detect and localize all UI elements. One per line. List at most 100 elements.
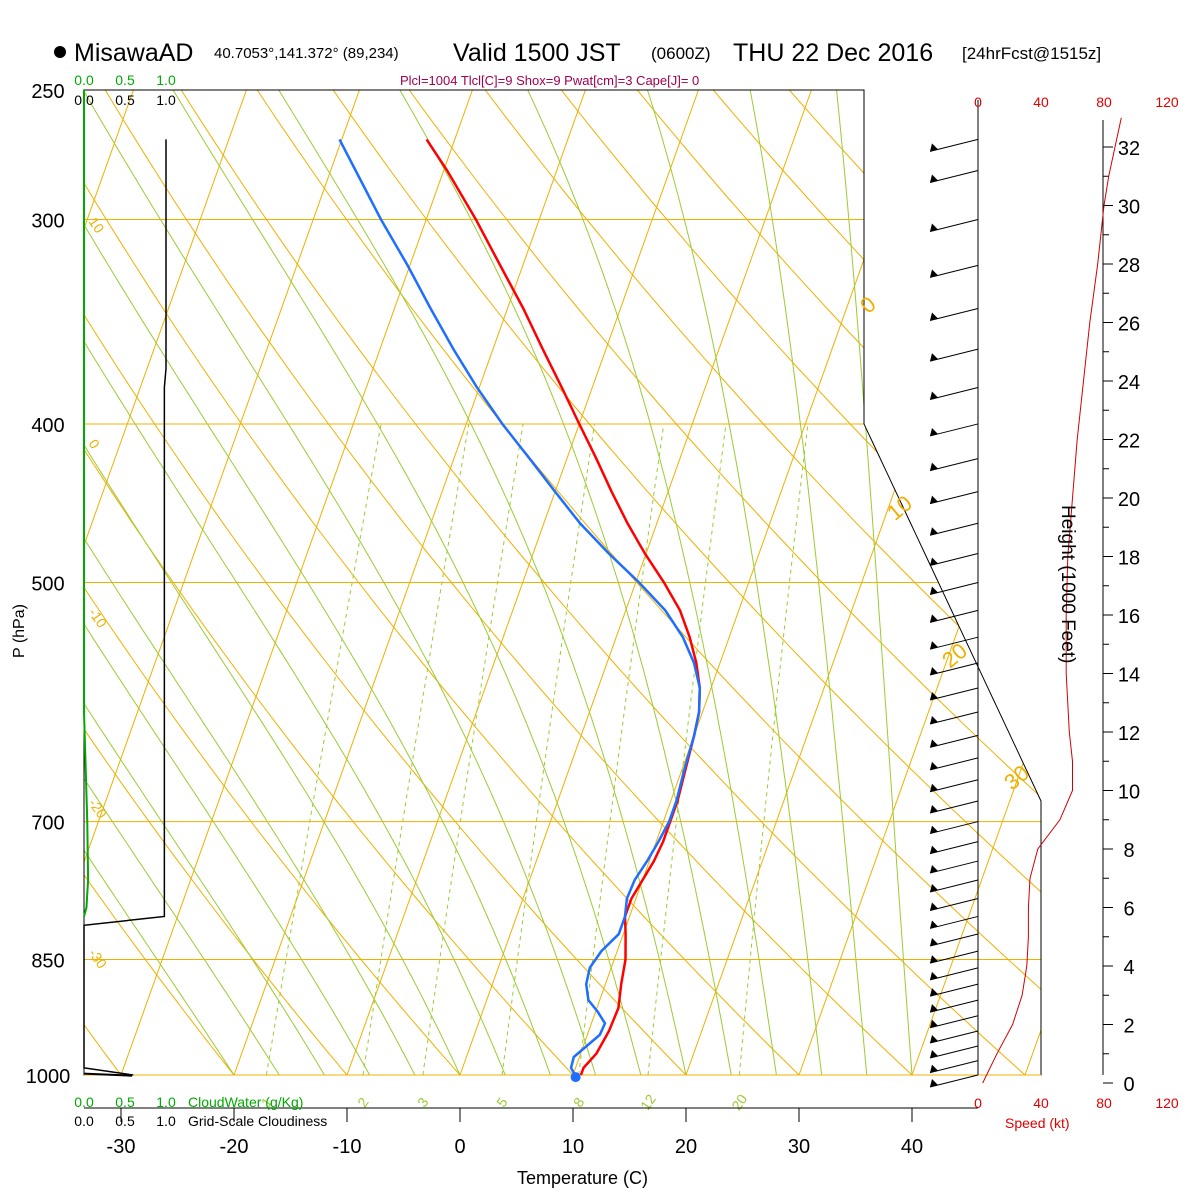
mixing-ratio-label: 20: [728, 1091, 750, 1113]
height-tick-label: 18: [1118, 548, 1140, 570]
moist-adiabat: [836, 90, 913, 1075]
wind-barb: [929, 779, 979, 793]
mixing-ratio-line: [738, 423, 809, 1075]
wind-barb: [929, 522, 979, 536]
pressure-tick-label: 250: [31, 81, 64, 103]
height-tick-label: 24: [1118, 372, 1140, 394]
x-tick-label: 10: [562, 1136, 584, 1158]
wind-barb-flag: [930, 312, 938, 321]
pressure-tick-label: 700: [31, 813, 64, 835]
speed-label: Speed (kt): [1005, 1115, 1070, 1131]
isotherm-label: -30: [86, 946, 111, 972]
moist-adiabat: [172, 90, 642, 1075]
mixing-ratio-line: [265, 423, 382, 1075]
dry-adiabat: [1169, 90, 1200, 1075]
wind-barb: [929, 348, 979, 362]
x-tick-label: 0: [454, 1136, 465, 1158]
moist-adiabat: [84, 90, 280, 1075]
chart-labels: MisawaAD 40.7053°,141.372° (89,234) Vali…: [11, 39, 1101, 1188]
wind-barb-flag: [930, 495, 938, 504]
cloudwater-tick-bottom: 1.0: [156, 1094, 176, 1110]
isotherm-label: 0: [86, 436, 104, 452]
x-tick-label: -30: [107, 1136, 136, 1158]
wind-barb: [929, 734, 979, 748]
wind-barb: [929, 841, 979, 855]
height-tick-label: 4: [1123, 957, 1134, 979]
wind-barb-flag: [930, 353, 938, 362]
y-axis-title: P (hPa): [11, 604, 28, 658]
wind-barb: [929, 860, 979, 874]
isotherm-line: [1024, 90, 1041, 1075]
wind-barb: [929, 423, 979, 437]
pressure-tick-label: 850: [31, 951, 64, 973]
pressure-tick-label: 400: [31, 415, 64, 437]
wind-barb-flag: [930, 804, 938, 813]
wind-barb: [929, 933, 979, 947]
wind-barb-flag: [930, 937, 938, 946]
speed-tick-bottom: 40: [1033, 1095, 1049, 1111]
valid-date: THU 22 Dec 2016: [733, 39, 933, 67]
wind-barb-flag: [930, 1035, 938, 1044]
wind-barb-flag: [930, 1004, 938, 1013]
height-tick-label: 2: [1123, 1016, 1134, 1038]
wind-barb-flag: [930, 641, 938, 650]
isotherm-line: [1138, 90, 1200, 1075]
dry-adiabat: [84, 90, 235, 1075]
wind-barb-flag: [930, 143, 938, 152]
cloudwater-tick-top: 1.0: [156, 72, 176, 88]
cloudiness-profile: [83, 139, 167, 1076]
wind-barb: [929, 967, 979, 981]
wind-barb-flag: [930, 783, 938, 792]
wind-barb: [929, 582, 979, 595]
height-tick-label: 10: [1118, 782, 1140, 804]
wind-barb: [929, 307, 979, 321]
wind-barb-flag: [930, 691, 938, 700]
dry-adiabat: [0, 90, 8, 1075]
wind-barb-flag: [930, 739, 938, 748]
dry-adiabat: [1016, 90, 1041, 1075]
wind-barb-flag: [930, 716, 938, 725]
pressure-tick-label: 1000: [26, 1066, 71, 1088]
wind-barb-flag: [930, 527, 938, 536]
cloudiness-label: Grid-Scale Cloudiness: [188, 1113, 327, 1129]
wind-barb: [929, 879, 979, 893]
cloudiness-surface: [83, 1072, 133, 1077]
dry-adiabat: [84, 90, 461, 1075]
height-tick-label: 30: [1118, 197, 1140, 219]
isotherm-line: [0, 90, 20, 1075]
chart-curves: [83, 90, 702, 1083]
moist-adiabat: [84, 90, 551, 1075]
speed-tick-bottom: 80: [1096, 1095, 1112, 1111]
wind-barb-flag: [930, 462, 938, 471]
mixing-ratio-line: [362, 423, 470, 1075]
speed-tick-top: 40: [1033, 94, 1049, 110]
wind-barb-flag: [930, 825, 938, 834]
wind-barb-flag: [930, 920, 938, 929]
x-tick-label: -20: [220, 1136, 249, 1158]
theta-label: 30: [999, 760, 1034, 795]
wind-barb-flag: [930, 614, 938, 623]
wind-barb: [929, 264, 979, 278]
mixing-ratio-line: [422, 423, 524, 1075]
x-tick-label: 40: [901, 1136, 923, 1158]
cloudwater-tick-top: 0.5: [115, 72, 135, 88]
moist-adiabat: [647, 90, 823, 1075]
wind-barb-flag: [930, 865, 938, 874]
wind-barb-flag: [930, 223, 938, 232]
speed-tick-bottom: 120: [1155, 1095, 1179, 1111]
dry-adiabat: [256, 90, 1041, 1075]
cloudiness-tick-bottom: 1.0: [156, 1113, 176, 1129]
isotherm-line: [84, 90, 247, 1075]
cloudiness-tick-top: 0.5: [115, 92, 135, 108]
wind-barb-flag: [930, 1064, 938, 1073]
wind-barb-flag: [930, 971, 938, 980]
wind-barb: [929, 821, 979, 835]
wind-barb-flag: [930, 955, 938, 964]
dry-adiabat: [180, 90, 1026, 1075]
height-tick-label: 26: [1118, 314, 1140, 336]
speed-tick-top: 0: [974, 94, 982, 110]
moist-adiabat: [527, 90, 777, 1075]
height-tick-label: 28: [1118, 255, 1140, 277]
height-tick-label: 14: [1118, 665, 1140, 687]
